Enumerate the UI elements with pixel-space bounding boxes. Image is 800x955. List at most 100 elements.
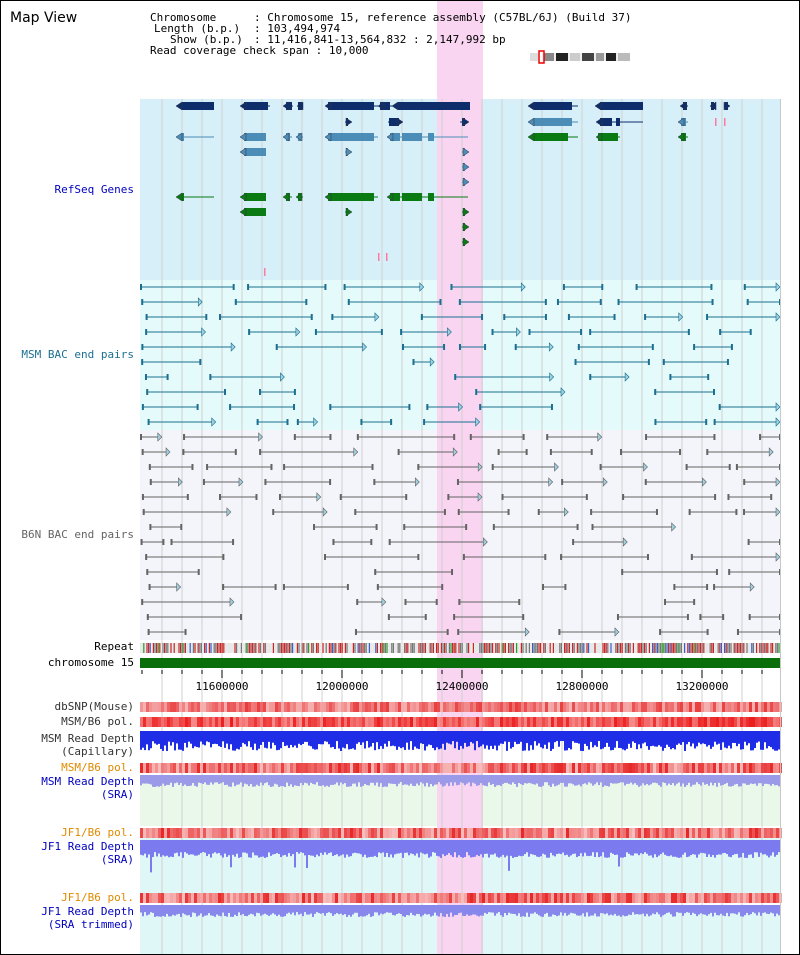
track-label-repeat[interactable]: Repeat (94, 640, 134, 653)
read-depth-bar (324, 775, 326, 787)
read-depth-bar (764, 840, 766, 855)
repeat-element (725, 643, 727, 653)
read-depth-bar (652, 775, 654, 783)
gene-exon (244, 193, 266, 201)
read-depth-bar (354, 905, 356, 913)
read-depth-bar (704, 775, 706, 785)
polymorphism-bin (227, 763, 230, 773)
repeat-element (162, 643, 164, 653)
track-label-chromosome[interactable]: chromosome 15 (47, 656, 134, 669)
repeat-element (495, 643, 497, 653)
track-label-b6n-bac[interactable]: B6N BAC end pairs (21, 528, 134, 541)
polymorphism-bin (518, 702, 521, 712)
track-label-jf1-b6-pol[interactable]: JF1/B6 pol. (61, 826, 134, 839)
repeat-element (648, 643, 650, 653)
polymorphism-bin (491, 717, 494, 727)
track-label-msm-bac[interactable]: MSM BAC end pairs (21, 348, 134, 361)
read-depth-bar (568, 775, 570, 784)
read-depth-bar (500, 731, 502, 744)
repeat-element (668, 643, 670, 653)
gene-model (345, 147, 353, 157)
polymorphism-bin (374, 702, 377, 712)
read-depth-bar (568, 840, 570, 857)
bac-end-marker (748, 614, 751, 620)
read-depth-bar (280, 905, 282, 917)
bac-end-marker (714, 494, 717, 500)
polymorphism-bin (557, 763, 560, 773)
track-label-msm-depth-capillary[interactable]: MSM Read Depth (Capillary) (41, 732, 134, 758)
gene-model (709, 101, 717, 111)
read-depth-bar (424, 905, 426, 914)
track-label-dbsnp[interactable]: dbSNP(Mouse) (54, 700, 134, 713)
read-depth-bar (270, 775, 272, 787)
polymorphism-bin (695, 763, 698, 773)
dbsnp-strip (140, 702, 782, 712)
track-label-msm-depth-sra[interactable]: MSM Read Depth (SRA) (41, 775, 134, 801)
read-depth-bar (646, 840, 648, 854)
read-depth-bar (570, 731, 572, 750)
read-depth-bar (364, 840, 366, 855)
read-depth-bar (690, 775, 692, 787)
read-depth-bar (266, 905, 268, 915)
read-depth-bar (604, 905, 606, 915)
read-depth-bar (392, 905, 394, 916)
polymorphism-bin (281, 702, 284, 712)
bac-end-marker (264, 479, 267, 485)
gene-exon (244, 208, 266, 216)
track-label-jf1-depth-sra[interactable]: JF1 Read Depth (SRA) (41, 840, 134, 866)
polymorphism-bin (266, 702, 269, 712)
read-depth-bar (364, 731, 366, 749)
read-depth-bar (630, 731, 632, 748)
read-depth-bar (344, 775, 346, 784)
read-depth-bar (148, 775, 150, 784)
polymorphism-bin (257, 763, 260, 773)
repeat-element (728, 643, 730, 653)
read-depth-bar (634, 905, 636, 915)
read-depth-bar (588, 840, 590, 857)
polymorphism-bin (437, 702, 440, 712)
read-depth-bar (258, 731, 260, 749)
track-label-jf1-depth-trimmed[interactable]: JF1 Read Depth (SRA trimmed) (41, 905, 134, 931)
read-depth-bar (678, 775, 680, 783)
track-label-msm-b6-pol-sra[interactable]: MSM/B6 pol. (61, 761, 134, 774)
polymorphism-bin (317, 763, 320, 773)
read-depth-bar (256, 905, 258, 913)
polymorphism-bin (470, 763, 473, 773)
read-depth-bar (158, 905, 160, 917)
read-depth-bar (574, 840, 576, 854)
read-depth-bar (200, 731, 202, 742)
read-depth-bar (596, 775, 598, 783)
read-depth-bar (574, 905, 576, 914)
track-label-refseq[interactable]: RefSeq Genes (54, 183, 134, 196)
read-depth-bar (710, 905, 712, 913)
read-depth-bar (172, 840, 174, 858)
polymorphism-bin (440, 702, 443, 712)
axis-tick-label: 11600000 (195, 680, 249, 693)
gene-strand-arrow (462, 237, 470, 247)
track-label-jf1-b6-pol-trimmed[interactable]: JF1/B6 pol. (61, 891, 134, 904)
read-depth-bar (752, 905, 754, 913)
read-depth-bar (602, 840, 604, 853)
polymorphism-bin (302, 702, 305, 712)
bac-end-marker (339, 494, 342, 500)
polymorphism-bin (305, 702, 308, 712)
read-depth-bar (430, 840, 432, 857)
read-depth-bar (276, 731, 278, 751)
read-depth-bar (404, 731, 406, 750)
polymorphism-bin (596, 828, 599, 838)
read-depth-bar (454, 775, 456, 783)
track-label-msm-b6-pol[interactable]: MSM/B6 pol. (61, 715, 134, 728)
polymorphism-bin (740, 828, 743, 838)
read-depth-bar (706, 905, 708, 916)
read-depth-bar (250, 840, 252, 858)
polymorphism-bin (608, 763, 611, 773)
polymorphism-bin (563, 763, 566, 773)
bac-end-marker (424, 614, 427, 620)
polymorphism-bin (731, 717, 734, 727)
read-depth-bar (604, 775, 606, 786)
polymorphism-bin (209, 893, 212, 903)
polymorphism-bin (557, 717, 560, 727)
repeat-element (540, 643, 542, 653)
read-depth-bar (748, 775, 750, 785)
